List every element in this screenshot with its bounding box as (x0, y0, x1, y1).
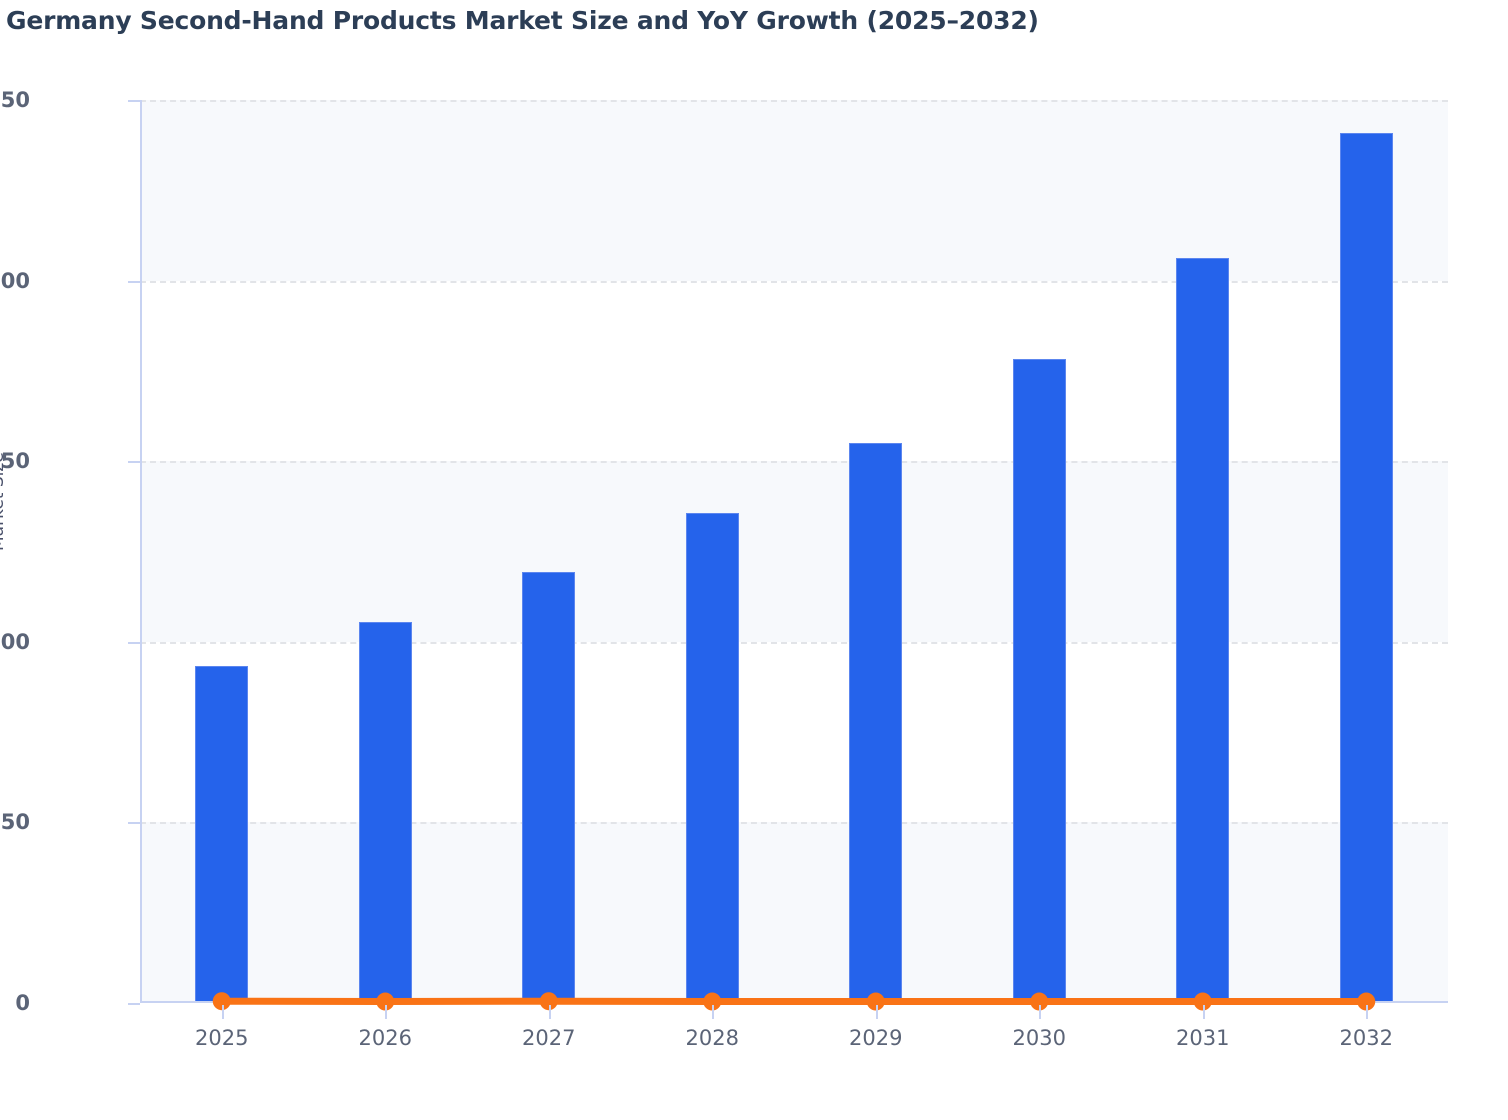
bar-2031[interactable] (1176, 257, 1230, 1003)
y-tick-label-250: 250 (0, 88, 30, 112)
bar-2032[interactable] (1339, 132, 1393, 1003)
y-tick-mark-50 (128, 822, 140, 825)
x-axis-line (140, 1001, 1448, 1003)
gridline-150 (140, 461, 1448, 464)
bar-2026[interactable] (358, 621, 412, 1003)
y-tick-mark-250 (128, 100, 140, 102)
y-tick-label-100: 100 (0, 629, 30, 654)
gridline-50 (140, 822, 1448, 825)
x-tick-mark-2030 (1039, 1005, 1042, 1019)
x-tick-label-2030: 2030 (1012, 1026, 1066, 1050)
x-tick-label-2029: 2029 (849, 1026, 903, 1050)
bar-2027[interactable] (522, 572, 576, 1003)
gridline-100 (140, 641, 1448, 644)
y-tick-mark-100 (128, 641, 140, 644)
y-axis-line (140, 100, 142, 1003)
x-tick-label-2026: 2026 (358, 1026, 412, 1050)
x-tick-mark-2032 (1366, 1005, 1369, 1019)
bar-2029[interactable] (849, 443, 903, 1003)
x-tick-label-2032: 2032 (1339, 1026, 1393, 1050)
x-tick-mark-2029 (875, 1005, 878, 1019)
plot-area (140, 100, 1448, 1003)
x-tick-mark-2025 (221, 1005, 224, 1019)
x-tick-label-2025: 2025 (195, 1026, 249, 1050)
y-tick-mark-150 (128, 461, 140, 464)
y-tick-label-150: 150 (0, 449, 30, 474)
chart-title: Germany Second-Hand Products Market Size… (6, 6, 1039, 35)
y-axis-title: Market Size (0, 452, 8, 551)
x-tick-label-2028: 2028 (685, 1026, 739, 1050)
x-tick-label-2027: 2027 (522, 1026, 576, 1050)
y-tick-label-50: 50 (0, 810, 30, 835)
y-tick-mark-0 (128, 1003, 140, 1005)
bar-2030[interactable] (1012, 358, 1066, 1003)
gridline-250 (140, 100, 1448, 102)
x-tick-mark-2027 (548, 1005, 551, 1019)
gridline-200 (140, 280, 1448, 283)
background-band (140, 461, 1448, 642)
y-tick-label-200: 200 (0, 268, 30, 293)
background-band (140, 100, 1448, 281)
bar-2025[interactable] (195, 666, 249, 1003)
background-band (140, 822, 1448, 1003)
y-tick-label-0: 0 (15, 991, 30, 1015)
x-tick-mark-2026 (385, 1005, 388, 1019)
x-tick-mark-2028 (712, 1005, 715, 1019)
bar-2028[interactable] (685, 512, 739, 1003)
y-tick-mark-200 (128, 280, 140, 283)
x-tick-mark-2031 (1202, 1005, 1205, 1019)
x-tick-label-2031: 2031 (1176, 1026, 1230, 1050)
